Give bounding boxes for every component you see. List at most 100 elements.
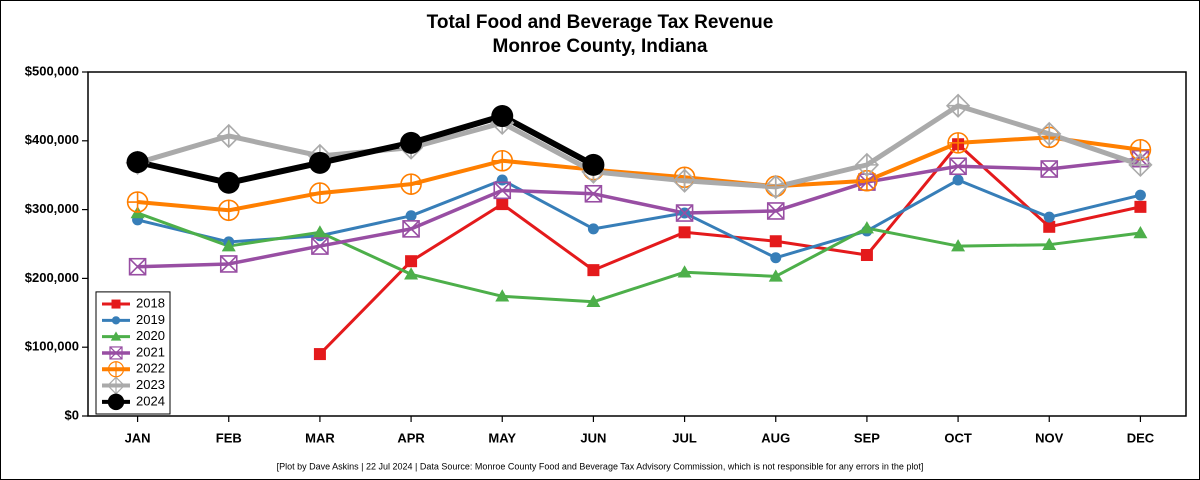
marker-plus bbox=[947, 94, 970, 117]
x-tick-label: AUG bbox=[761, 430, 790, 445]
marker-plus bbox=[108, 361, 124, 377]
marker-x bbox=[220, 255, 238, 273]
marker-square bbox=[1043, 220, 1056, 233]
marker bbox=[126, 191, 149, 213]
marker-triangle bbox=[221, 239, 236, 252]
marker-circle bbox=[770, 252, 782, 264]
marker-square bbox=[219, 255, 238, 273]
marker bbox=[111, 299, 121, 309]
marker-x bbox=[402, 220, 420, 238]
marker bbox=[1042, 237, 1057, 250]
y-tick-label: $400,000 bbox=[25, 132, 79, 147]
marker bbox=[766, 202, 785, 220]
legend-label: 2021 bbox=[136, 344, 165, 359]
x-tick-label: JAN bbox=[125, 430, 151, 445]
series-line bbox=[136, 103, 1142, 190]
marker-circle bbox=[400, 131, 423, 154]
marker-square bbox=[766, 202, 785, 220]
marker-triangle bbox=[1042, 237, 1057, 250]
marker-square bbox=[402, 220, 420, 238]
marker-circle bbox=[111, 316, 121, 325]
marker-x bbox=[1040, 160, 1058, 178]
marker-square bbox=[860, 249, 873, 262]
marker-triangle bbox=[495, 289, 510, 302]
marker-square bbox=[128, 257, 147, 276]
x-tick-label: MAY bbox=[488, 430, 516, 445]
marker-square bbox=[675, 204, 694, 222]
marker bbox=[952, 174, 964, 186]
marker bbox=[404, 267, 419, 280]
x-tick-label: DEC bbox=[1127, 430, 1155, 445]
marker-circle bbox=[582, 153, 605, 176]
marker bbox=[1134, 189, 1146, 201]
x-tick-label: MAR bbox=[305, 430, 335, 445]
marker bbox=[405, 255, 418, 268]
marker-circle bbox=[405, 210, 417, 222]
marker-triangle bbox=[951, 239, 966, 252]
y-tick-label: $0 bbox=[65, 407, 79, 422]
legend-label: 2018 bbox=[136, 295, 165, 310]
marker bbox=[947, 132, 969, 154]
marker-circle bbox=[308, 151, 331, 174]
marker bbox=[1040, 160, 1059, 178]
marker bbox=[216, 123, 241, 149]
marker-plus bbox=[107, 377, 125, 394]
marker bbox=[217, 171, 240, 194]
marker bbox=[951, 239, 966, 252]
legend-label: 2020 bbox=[136, 328, 165, 343]
marker-x bbox=[493, 181, 511, 199]
marker-x bbox=[767, 202, 785, 220]
marker-triangle bbox=[404, 267, 419, 280]
series-line bbox=[136, 113, 595, 186]
marker-square bbox=[109, 346, 123, 360]
marker bbox=[221, 239, 236, 252]
marker bbox=[672, 168, 697, 193]
marker bbox=[678, 226, 691, 239]
y-tick-label: $300,000 bbox=[25, 201, 79, 216]
marker bbox=[1128, 152, 1153, 178]
plot-frame bbox=[87, 71, 1187, 417]
marker-x bbox=[129, 258, 147, 276]
marker-triangle bbox=[312, 225, 327, 238]
marker-square bbox=[769, 235, 782, 248]
marker bbox=[219, 255, 238, 273]
marker-plus bbox=[492, 150, 513, 171]
marker bbox=[945, 93, 971, 118]
x-tick-label: JUL bbox=[672, 430, 697, 445]
marker-x bbox=[109, 346, 123, 360]
chart-subtitle: Monroe County, Indiana bbox=[493, 36, 708, 57]
legend-label: 2019 bbox=[136, 312, 165, 327]
marker-x bbox=[311, 237, 329, 255]
marker-circle bbox=[1134, 189, 1146, 201]
x-tick-label: FEB bbox=[216, 430, 242, 445]
marker bbox=[768, 269, 783, 282]
marker-square bbox=[313, 348, 326, 361]
marker bbox=[313, 348, 326, 361]
marker bbox=[587, 264, 600, 277]
marker-square bbox=[587, 264, 600, 277]
legend-label: 2024 bbox=[136, 393, 165, 408]
marker bbox=[586, 294, 601, 308]
marker bbox=[949, 157, 967, 176]
marker-circle bbox=[491, 105, 514, 128]
marker bbox=[860, 249, 873, 262]
marker bbox=[405, 210, 417, 222]
marker-square bbox=[678, 226, 691, 239]
marker-triangle bbox=[677, 265, 692, 278]
marker bbox=[402, 220, 420, 238]
marker bbox=[496, 198, 509, 211]
marker bbox=[859, 221, 874, 234]
y-tick-label: $500,000 bbox=[25, 63, 79, 78]
marker bbox=[111, 316, 121, 325]
marker-plus bbox=[1038, 122, 1061, 145]
marker-plus bbox=[1129, 153, 1152, 176]
marker bbox=[1037, 121, 1062, 147]
marker-square bbox=[111, 299, 121, 309]
marker-square bbox=[496, 198, 509, 211]
marker-plus bbox=[673, 169, 696, 192]
marker bbox=[675, 204, 694, 222]
marker bbox=[107, 393, 125, 411]
